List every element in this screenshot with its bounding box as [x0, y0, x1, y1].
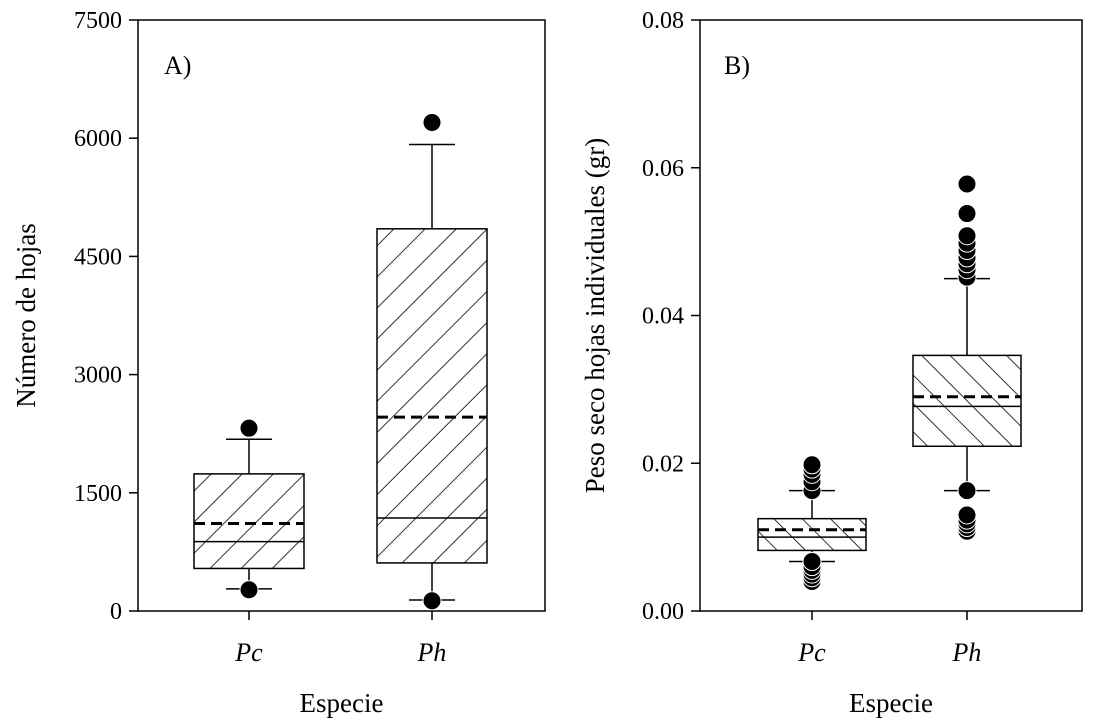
y-tick-label: 0.04: [642, 304, 684, 330]
y-tick-label: 0.00: [642, 599, 684, 625]
x-tick-label: Ph: [952, 638, 982, 667]
y-tick-label: 0.02: [642, 451, 684, 477]
panel-a-x-axis-title: Especie: [300, 688, 384, 718]
y-tick-label: 6000: [74, 126, 122, 152]
x-tick-label: Pc: [234, 638, 263, 667]
y-tick-label: 1500: [74, 481, 122, 507]
box-iqr: [193, 473, 305, 570]
x-tick-label: Ph: [417, 638, 447, 667]
box-Ph: [376, 112, 488, 611]
outlier-point: [957, 174, 977, 194]
box-iqr: [912, 354, 1022, 448]
panel-a-label: A): [164, 51, 191, 80]
panel-a-plot-frame: [137, 19, 546, 612]
panel-a: 0 1500 3000 4500 6000 7500 Pc Ph A) Número de …: [11, 8, 546, 718]
outlier-point: [957, 226, 977, 246]
x-tick-label: Pc: [797, 638, 826, 667]
box-iqr: [757, 517, 867, 552]
y-tick-label: 4500: [74, 244, 122, 270]
y-tick-label: 0.06: [642, 156, 684, 182]
outlier-point: [802, 455, 822, 475]
outlier-point: [422, 112, 442, 132]
y-tick-label: 0.08: [642, 8, 684, 34]
panel-b: 0.00 0.02 0.04 0.06 0.08 Pc Ph B) Peso seco h…: [580, 8, 1083, 718]
outlier-point: [957, 505, 977, 525]
outlier-point: [957, 204, 977, 224]
y-tick-label: 7500: [74, 8, 122, 34]
y-tick-label: 0: [110, 599, 122, 625]
panel-b-label: B): [724, 51, 750, 80]
panel-b-y-axis-title: Peso seco hojas individuales (gr): [580, 138, 610, 493]
panel-b-x-axis-title: Especie: [849, 688, 933, 718]
outlier-point: [239, 418, 259, 438]
box-Ph: [912, 174, 1022, 541]
box-iqr: [376, 228, 488, 564]
box-Pc: [757, 455, 867, 591]
y-tick-label: 3000: [74, 363, 122, 389]
panel-a-y-axis-title: Número de hojas: [11, 223, 41, 407]
outlier-point: [422, 591, 442, 611]
box-Pc: [193, 418, 305, 600]
outlier-point: [802, 552, 822, 572]
outlier-point: [957, 481, 977, 501]
outlier-point: [239, 580, 259, 600]
